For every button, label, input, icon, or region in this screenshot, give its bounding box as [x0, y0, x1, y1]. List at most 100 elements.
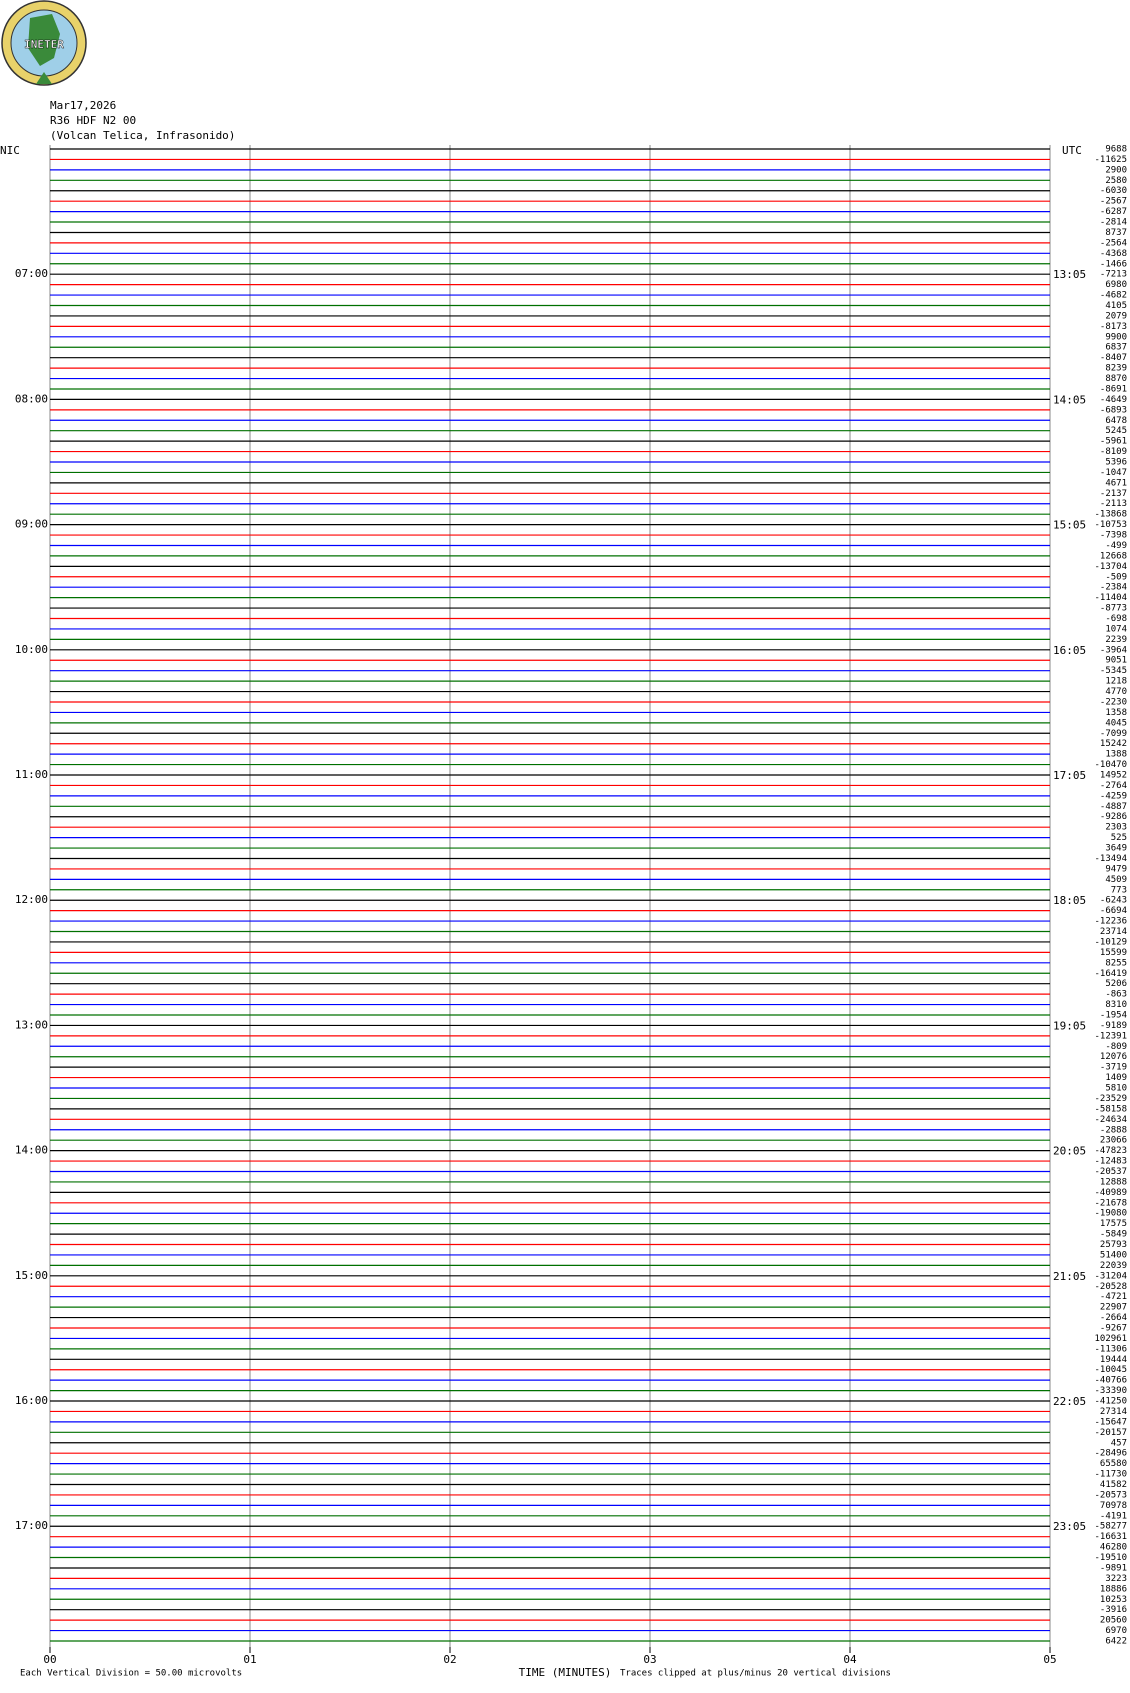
trace-offset: 8870: [1105, 374, 1127, 384]
trace-offset: -7398: [1100, 531, 1127, 541]
left-time: 08:00: [15, 392, 48, 405]
trace-offset: 46280: [1100, 1543, 1127, 1553]
trace-offset: -4649: [1100, 395, 1127, 405]
right-time: 23:05: [1053, 1520, 1086, 1533]
trace-offset: -5961: [1100, 437, 1127, 447]
trace-offset: -16419: [1094, 969, 1127, 979]
trace-offset: -4887: [1100, 802, 1127, 812]
trace-offset: 1358: [1105, 708, 1127, 718]
trace-offset: -1466: [1100, 259, 1127, 269]
x-tick-label: 02: [443, 1653, 456, 1666]
trace-offset: 19444: [1100, 1355, 1127, 1365]
trace-offset: -9286: [1100, 812, 1127, 822]
trace-offset: 15599: [1100, 948, 1127, 958]
trace-offset: 4105: [1105, 301, 1127, 311]
right-time: 22:05: [1053, 1395, 1086, 1408]
trace-offset: 1218: [1105, 677, 1127, 687]
trace-offset: 3223: [1105, 1574, 1127, 1584]
trace-offset: 23066: [1100, 1136, 1127, 1146]
trace-offset: -3964: [1100, 645, 1127, 655]
trace-offset: 6422: [1105, 1637, 1127, 1647]
trace-offset: -4721: [1100, 1292, 1127, 1302]
trace-offset: -4259: [1100, 791, 1127, 801]
trace-offset: 10253: [1100, 1595, 1127, 1605]
trace-offset: -3916: [1100, 1605, 1127, 1615]
trace-offset: -2814: [1100, 218, 1127, 228]
trace-offset: 2239: [1105, 635, 1127, 645]
trace-offset: -10470: [1094, 760, 1127, 770]
trace-offset: -8407: [1100, 353, 1127, 363]
left-time: 10:00: [15, 643, 48, 656]
scale-note: Each Vertical Division = 50.00 microvolt…: [20, 1669, 242, 1679]
trace-offset: -13704: [1094, 562, 1127, 572]
right-time: 14:05: [1053, 393, 1086, 406]
left-time: 09:00: [15, 518, 48, 531]
trace-offset: -10753: [1094, 520, 1127, 530]
trace-offset: 1074: [1105, 624, 1127, 634]
trace-offset: 9479: [1105, 864, 1127, 874]
trace-offset: 22039: [1100, 1261, 1127, 1271]
trace-offset: 65580: [1100, 1459, 1127, 1469]
trace-offset: 8310: [1105, 1000, 1127, 1010]
right-zone: UTC: [1062, 144, 1082, 157]
trace-offset: -13494: [1094, 854, 1127, 864]
trace-offset: 5206: [1105, 979, 1127, 989]
trace-offset: -6893: [1100, 405, 1127, 415]
trace-offset: 525: [1111, 833, 1127, 843]
trace-offset: -11404: [1094, 593, 1127, 603]
trace-offset: 6837: [1105, 343, 1127, 353]
trace-offset: 25793: [1100, 1240, 1127, 1250]
right-time: 21:05: [1053, 1270, 1086, 1283]
left-time: 13:00: [15, 1018, 48, 1031]
trace-offset: -28496: [1094, 1449, 1127, 1459]
left-time: 14:00: [15, 1144, 48, 1157]
trace-offset: -41250: [1094, 1397, 1127, 1407]
right-time: 20:05: [1053, 1145, 1086, 1158]
trace-offset: 3649: [1105, 844, 1127, 854]
trace-offset: -509: [1105, 572, 1127, 582]
x-title: TIME (MINUTES): [519, 1666, 612, 1679]
logo-tip: [36, 72, 52, 84]
trace-offset: 12888: [1100, 1177, 1127, 1187]
trace-offset: -3719: [1100, 1063, 1127, 1073]
trace-offset: -11306: [1094, 1344, 1127, 1354]
site: (Volcan Telica, Infrasonido): [50, 129, 235, 142]
trace-offset: -499: [1105, 541, 1127, 551]
trace-offset: -58277: [1094, 1522, 1127, 1532]
trace-offset: 2303: [1105, 823, 1127, 833]
trace-offset: -10045: [1094, 1365, 1127, 1375]
clip-note: Traces clipped at plus/minus 20 vertical…: [620, 1669, 891, 1679]
trace-offset: 6478: [1105, 416, 1127, 426]
x-tick-label: 01: [243, 1653, 256, 1666]
trace-offset: -10129: [1094, 937, 1127, 947]
trace-offset: 457: [1111, 1438, 1127, 1448]
trace-offset: 4509: [1105, 875, 1127, 885]
trace-offset: 4770: [1105, 687, 1127, 697]
trace-offset: -6694: [1100, 906, 1127, 916]
trace-offset: -12483: [1094, 1157, 1127, 1167]
trace-offset: 2079: [1105, 311, 1127, 321]
trace-offset: 23714: [1100, 927, 1127, 937]
station: R36 HDF N2 00: [50, 114, 136, 127]
trace-offset: -809: [1105, 1042, 1127, 1052]
left-time: 07:00: [15, 267, 48, 280]
trace-offset: -40766: [1094, 1376, 1127, 1386]
trace-offset: -16631: [1094, 1532, 1127, 1542]
trace-offset: -20528: [1094, 1282, 1127, 1292]
trace-offset: 4045: [1105, 718, 1127, 728]
trace-offset: -9267: [1100, 1323, 1127, 1333]
trace-offset: -698: [1105, 614, 1127, 624]
trace-offset: 18886: [1100, 1584, 1127, 1594]
trace-offset: -23529: [1094, 1094, 1127, 1104]
trace-offset: -31204: [1094, 1271, 1127, 1281]
x-tick-label: 00: [43, 1653, 56, 1666]
trace-offset: -8773: [1100, 604, 1127, 614]
trace-offset: -5345: [1100, 666, 1127, 676]
trace-offset: 9900: [1105, 332, 1127, 342]
trace-offset: 102961: [1094, 1334, 1127, 1344]
trace-offset: -1954: [1100, 1010, 1127, 1020]
trace-offset: 4671: [1105, 478, 1127, 488]
trace-offset: -11625: [1094, 155, 1127, 165]
trace-offset: -2567: [1100, 197, 1127, 207]
